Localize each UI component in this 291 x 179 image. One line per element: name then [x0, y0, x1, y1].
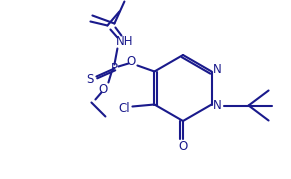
Text: S: S: [87, 73, 94, 86]
Text: O: O: [178, 139, 188, 153]
Text: O: O: [127, 55, 136, 68]
Text: O: O: [99, 83, 108, 96]
Text: N: N: [213, 99, 222, 112]
Text: P: P: [111, 62, 118, 75]
Text: N: N: [213, 63, 222, 76]
Text: NH: NH: [116, 35, 133, 48]
Text: Cl: Cl: [119, 102, 130, 115]
